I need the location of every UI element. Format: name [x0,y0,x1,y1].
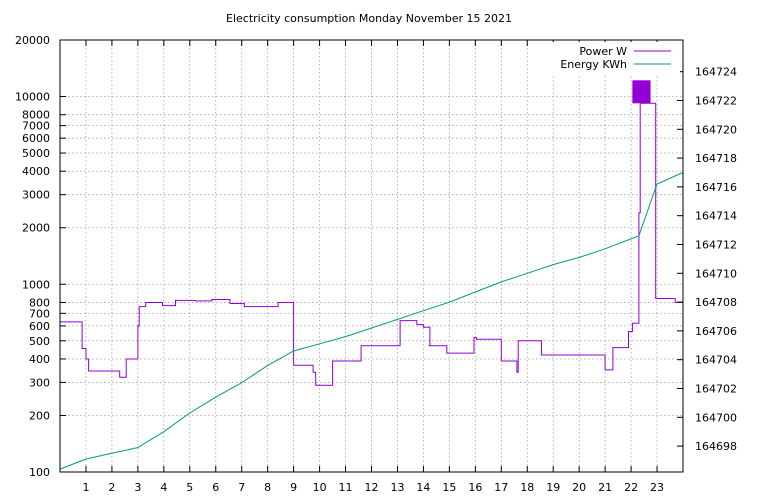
x-tick-label: 5 [186,481,193,494]
x-tick-label: 12 [365,481,379,494]
y-tick-label: 8000 [22,109,50,122]
x-tick-label: 9 [290,481,297,494]
chart-title: Electricity consumption Monday November … [226,12,512,25]
x-axis: 1 2 3 4 5 6 7 8 9 10 11 12 13 14 15 16 17 18 19 20 21 22 23 [82,40,664,494]
x-tick-label: 20 [572,481,586,494]
y2-tick-label: 164714 [695,210,737,223]
x-tick-label: 1 [82,481,89,494]
x-tick-label: 22 [624,481,638,494]
y-tick-label: 6000 [22,132,50,145]
x-tick-label: 6 [212,481,219,494]
y2-tick-label: 164716 [695,181,737,194]
y-tick-label: 600 [29,320,50,333]
y-tick-label: 10000 [15,91,50,104]
grid [60,40,683,472]
y-tick-label: 5000 [22,147,50,160]
x-tick-label: 13 [390,481,404,494]
y-tick-label: 700 [29,307,50,320]
legend-label-power: Power W [579,45,627,58]
y-tick-label: 400 [29,353,50,366]
x-tick-label: 17 [494,481,508,494]
y-tick-label: 3000 [22,189,50,202]
y-tick-label: 2000 [22,222,50,235]
x-tick-label: 4 [160,481,167,494]
x-tick-label: 23 [650,481,664,494]
x-tick-label: 11 [339,481,353,494]
y-tick-label: 300 [29,376,50,389]
y-tick-label: 4000 [22,165,50,178]
y2-tick-label: 164722 [695,94,737,107]
y-tick-label: 7000 [22,120,50,133]
y2-tick-label: 164702 [695,382,737,395]
y2-tick-label: 164724 [695,66,737,79]
y2-axis: 164698 164700 164702 164704 164706 164708 1647… [677,66,737,453]
y-tick-label: 500 [29,335,50,348]
y2-tick-label: 164718 [695,152,737,165]
y2-tick-label: 164700 [695,411,737,424]
y-tick-label: 200 [29,409,50,422]
y2-tick-label: 164698 [695,440,737,453]
y2-tick-label: 164710 [695,267,737,280]
x-tick-label: 8 [264,481,271,494]
series [59,102,684,470]
x-tick-label: 15 [442,481,456,494]
y2-tick-label: 164706 [695,325,737,338]
x-tick-label: 3 [134,481,141,494]
y-tick-label: 100 [29,466,50,479]
y2-tick-label: 164708 [695,296,737,309]
legend-bg [530,42,680,76]
legend: Power W Energy KWh [530,42,680,76]
x-tick-label: 7 [238,481,245,494]
x-tick-label: 18 [520,481,534,494]
energy-series-line [59,172,684,470]
power-series-line [60,102,683,386]
x-tick-label: 14 [416,481,430,494]
power-peak-band [632,80,651,104]
x-tick-label: 19 [546,481,560,494]
y-tick-label: 1000 [22,278,50,291]
x-tick-label: 16 [468,481,482,494]
y2-tick-label: 164704 [695,354,737,367]
y-tick-label: 800 [29,296,50,309]
x-tick-label: 10 [313,481,327,494]
legend-label-energy: Energy KWh [560,58,627,71]
y-tick-label: 20000 [15,34,50,47]
x-tick-label: 21 [598,481,612,494]
power-band [632,80,651,104]
y2-tick-label: 164712 [695,238,737,251]
x-tick-label: 2 [108,481,115,494]
y2-tick-label: 164720 [695,123,737,136]
